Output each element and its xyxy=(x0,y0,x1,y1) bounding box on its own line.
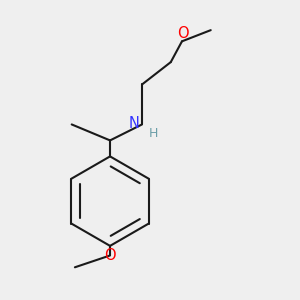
Text: O: O xyxy=(177,26,188,41)
Text: O: O xyxy=(104,248,116,263)
Text: N: N xyxy=(129,116,140,131)
Text: H: H xyxy=(149,127,158,140)
